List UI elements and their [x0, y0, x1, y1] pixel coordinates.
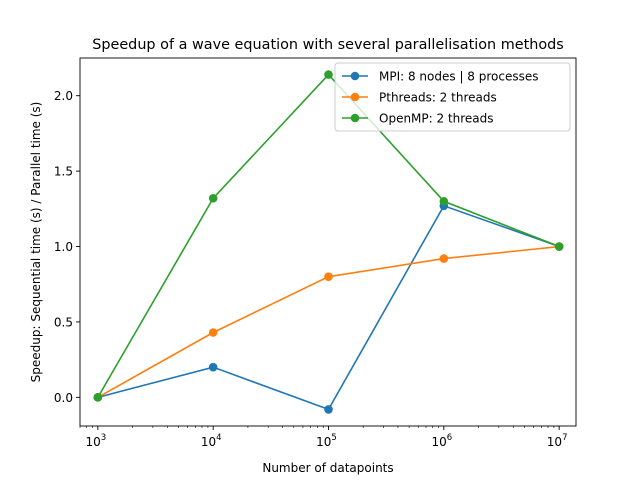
- x-tick-label: 106: [431, 433, 452, 449]
- y-tick-label: 0.5: [54, 315, 73, 329]
- data-point: [208, 193, 218, 203]
- data-point: [554, 242, 564, 251]
- legend-marker: [350, 92, 360, 102]
- data-point: [439, 196, 449, 206]
- data-point: [439, 254, 449, 263]
- series-line: [97, 245, 560, 399]
- y-tick-label: 1.0: [54, 240, 73, 254]
- data-point: [93, 393, 103, 402]
- legend-label: OpenMP: 2 threads: [379, 112, 494, 126]
- legend-marker: [350, 71, 360, 81]
- x-axis-label: Number of datapoints: [262, 461, 393, 475]
- x-tick-label: 105: [316, 433, 337, 449]
- data-point: [208, 362, 218, 372]
- legend-box: [334, 62, 571, 132]
- data-point: [324, 70, 333, 79]
- y-tick-label: 0.0: [54, 391, 73, 405]
- legend-marker: [350, 113, 360, 123]
- y-tick-label: 2.0: [54, 89, 73, 103]
- legend: MPI: 8 nodes | 8 processes Pthreads: 2 th…: [334, 62, 571, 132]
- legend-label: MPI: 8 nodes | 8 processes: [379, 70, 539, 84]
- x-tick-label: 107: [547, 433, 568, 449]
- series-line: [97, 204, 560, 411]
- data-point: [208, 328, 218, 337]
- y-tick-label: 1.5: [54, 165, 73, 179]
- data-point: [324, 405, 333, 414]
- legend-label: Pthreads: 2 threads: [379, 91, 497, 105]
- data-point: [324, 272, 333, 281]
- chart-title: Speedup of a wave equation with several …: [92, 37, 564, 53]
- y-axis-label: Speedup: Sequential time (s) / Parallel …: [29, 102, 43, 383]
- x-tick-label: 103: [86, 433, 107, 449]
- x-tick-label: 104: [201, 433, 222, 449]
- plot-area-frame: [79, 57, 577, 427]
